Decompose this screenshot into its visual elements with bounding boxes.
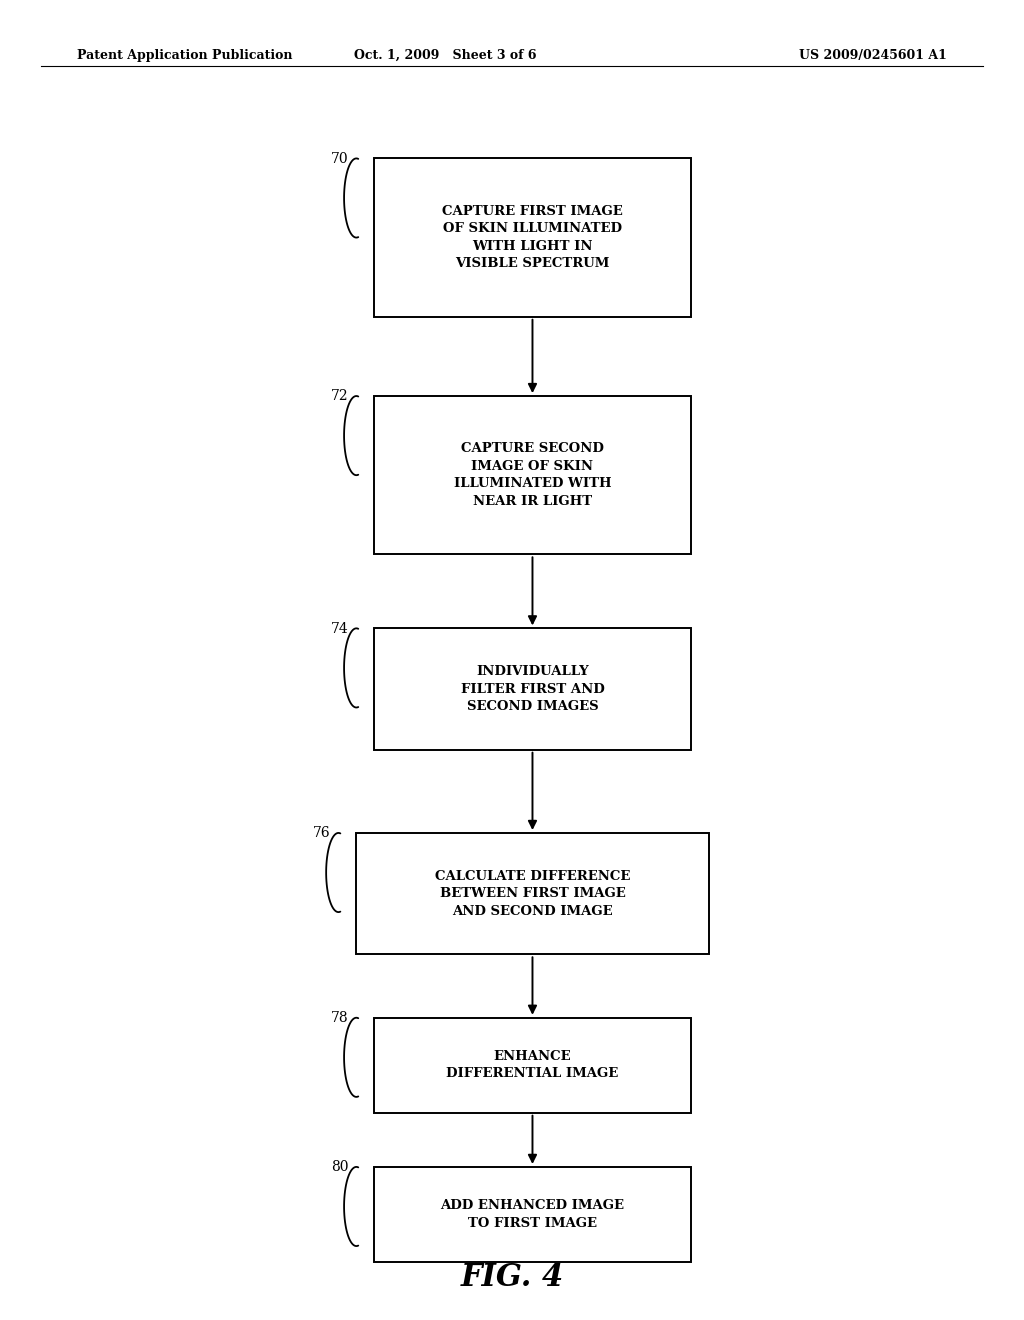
Text: ADD ENHANCED IMAGE
TO FIRST IMAGE: ADD ENHANCED IMAGE TO FIRST IMAGE <box>440 1199 625 1230</box>
Text: ENHANCE
DIFFERENTIAL IMAGE: ENHANCE DIFFERENTIAL IMAGE <box>446 1049 618 1081</box>
Bar <box>374 1167 691 1262</box>
Bar <box>374 628 691 750</box>
Bar <box>374 158 691 317</box>
Bar <box>374 1018 691 1113</box>
Text: CAPTURE FIRST IMAGE
OF SKIN ILLUMINATED
WITH LIGHT IN
VISIBLE SPECTRUM: CAPTURE FIRST IMAGE OF SKIN ILLUMINATED … <box>442 205 623 271</box>
Text: US 2009/0245601 A1: US 2009/0245601 A1 <box>800 49 947 62</box>
Text: 70: 70 <box>331 152 348 166</box>
Text: CALCULATE DIFFERENCE
BETWEEN FIRST IMAGE
AND SECOND IMAGE: CALCULATE DIFFERENCE BETWEEN FIRST IMAGE… <box>435 870 630 917</box>
Text: Patent Application Publication: Patent Application Publication <box>77 49 292 62</box>
Text: FIG. 4: FIG. 4 <box>461 1262 563 1294</box>
Bar <box>356 833 709 954</box>
Text: 74: 74 <box>331 622 348 636</box>
Text: 80: 80 <box>331 1160 348 1175</box>
Text: 72: 72 <box>331 389 348 404</box>
Text: Oct. 1, 2009   Sheet 3 of 6: Oct. 1, 2009 Sheet 3 of 6 <box>354 49 537 62</box>
Text: CAPTURE SECOND
IMAGE OF SKIN
ILLUMINATED WITH
NEAR IR LIGHT: CAPTURE SECOND IMAGE OF SKIN ILLUMINATED… <box>454 442 611 508</box>
Bar <box>374 396 691 554</box>
Text: INDIVIDUALLY
FILTER FIRST AND
SECOND IMAGES: INDIVIDUALLY FILTER FIRST AND SECOND IMA… <box>461 665 604 713</box>
Text: 78: 78 <box>331 1011 348 1026</box>
Text: 76: 76 <box>312 826 330 841</box>
